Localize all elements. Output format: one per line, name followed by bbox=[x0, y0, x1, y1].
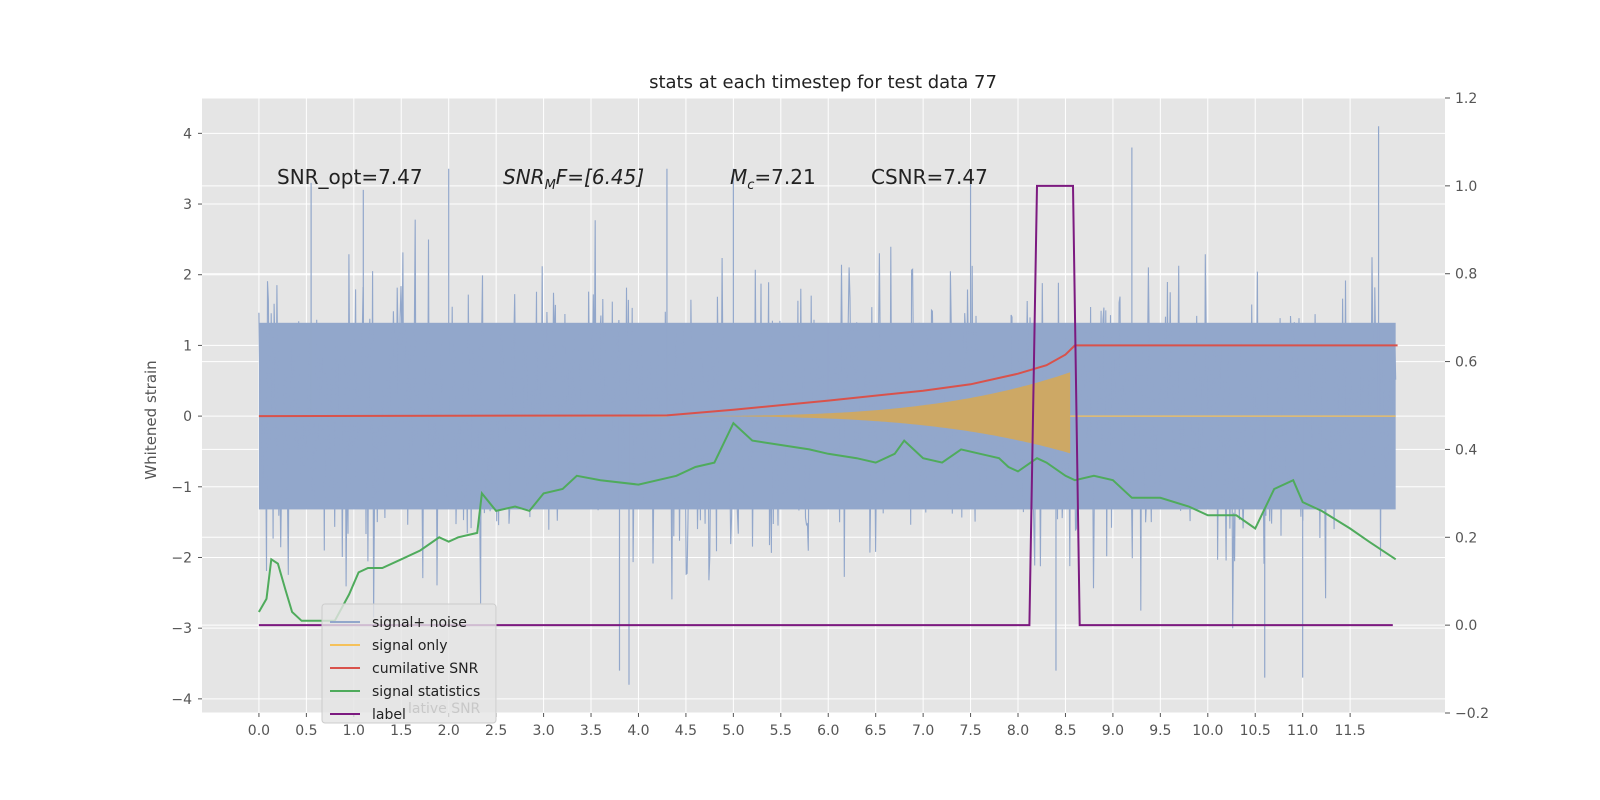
x-tick-label: 11.5 bbox=[1335, 723, 1366, 739]
legend-ghost-text: lative SNR bbox=[408, 701, 481, 717]
x-tick-label: 9.5 bbox=[1149, 723, 1171, 739]
snr-mf-rest: F=[6.45] bbox=[556, 165, 644, 189]
signal-only-envelope bbox=[666, 372, 1071, 454]
legend: lative SNR signal+ noise signal only cumil… bbox=[321, 603, 497, 724]
y2-tick-label: 1.2 bbox=[1455, 91, 1477, 107]
series-lines bbox=[258, 184, 1398, 627]
legend-label: signal only bbox=[372, 638, 447, 654]
x-tick-label: 2.5 bbox=[485, 723, 507, 739]
x-tick-label: 3.0 bbox=[532, 723, 554, 739]
mc-main: M bbox=[730, 165, 747, 189]
y-axis-label: Whitened strain bbox=[142, 360, 160, 479]
x-tick-label: 0.5 bbox=[295, 723, 317, 739]
x-tick-label: 10.0 bbox=[1192, 723, 1223, 739]
x-tick-label: 9.0 bbox=[1102, 723, 1124, 739]
y-tick-label: −3 bbox=[171, 621, 192, 637]
x-tick-label: 11.0 bbox=[1287, 723, 1318, 739]
x-tick-label: 1.0 bbox=[343, 723, 365, 739]
annotations: SNR_opt=7.47 SNRMF=[6.45] Mc=7.21 CSNR=7… bbox=[277, 165, 988, 193]
y2-tick-label: 0.4 bbox=[1455, 442, 1477, 458]
legend-entries: signal+ noise signal only cumilative SNR si… bbox=[330, 615, 480, 723]
y-tick-label: 0 bbox=[183, 409, 192, 425]
left-y-axis: 4 3 2 1 0 −1 −2 −3 −4 bbox=[171, 126, 202, 708]
legend-label: label bbox=[372, 707, 406, 723]
x-tick-label: 5.0 bbox=[722, 723, 744, 739]
noise-trace bbox=[258, 219, 1397, 629]
y-tick-label: 4 bbox=[183, 126, 192, 142]
snr-mf-main: SNR bbox=[503, 165, 545, 189]
y2-tick-label: 0.6 bbox=[1455, 355, 1477, 371]
chart-title: stats at each timestep for test data 77 bbox=[649, 72, 997, 93]
legend-label: signal+ noise bbox=[372, 615, 467, 631]
annotation-snr-mf: SNRMF=[6.45] bbox=[503, 165, 644, 193]
y-tick-label: 2 bbox=[183, 268, 192, 284]
right-y-axis: 1.2 1.0 0.8 0.6 0.4 0.2 0.0 −0.2 bbox=[1445, 91, 1489, 722]
x-tick-label: 4.5 bbox=[675, 723, 697, 739]
x-tick-label: 6.5 bbox=[865, 723, 887, 739]
x-tick-label: 4.0 bbox=[627, 723, 649, 739]
legend-box bbox=[321, 603, 497, 724]
series-label bbox=[258, 184, 1393, 627]
x-tick-label: 1.5 bbox=[390, 723, 412, 739]
x-tick-label: 7.0 bbox=[912, 723, 934, 739]
x-tick-label: 2.0 bbox=[438, 723, 460, 739]
x-tick-label: 7.5 bbox=[959, 723, 981, 739]
y2-tick-label: −0.2 bbox=[1455, 706, 1489, 722]
x-tick-label: 8.0 bbox=[1007, 723, 1029, 739]
mc-rest: =7.21 bbox=[754, 165, 815, 189]
y-tick-label: −1 bbox=[171, 480, 192, 496]
annotation-snr-opt: SNR_opt=7.47 bbox=[277, 165, 423, 189]
y2-tick-label: 0.2 bbox=[1455, 530, 1477, 546]
annotation-mc: Mc=7.21 bbox=[730, 165, 816, 193]
x-tick-label: 0.0 bbox=[248, 723, 270, 739]
x-tick-label: 5.5 bbox=[770, 723, 792, 739]
x-tick-label: 10.5 bbox=[1240, 723, 1271, 739]
legend-label: signal statistics bbox=[372, 684, 480, 700]
y-tick-label: 1 bbox=[183, 338, 192, 354]
y-tick-label: −4 bbox=[171, 692, 192, 708]
mc-subscript: c bbox=[747, 178, 754, 193]
x-axis: 0.0 0.5 1.0 1.5 2.0 2.5 3.0 3.5 4.0 4.5 5.0 5.5 6.0 6… bbox=[248, 713, 1366, 739]
series-cumilative-snr bbox=[258, 344, 1398, 418]
legend-label: cumilative SNR bbox=[372, 661, 479, 677]
x-tick-label: 3.5 bbox=[580, 723, 602, 739]
x-tick-label: 8.5 bbox=[1054, 723, 1076, 739]
y-tick-label: −2 bbox=[171, 550, 192, 566]
y2-tick-label: 1.0 bbox=[1455, 179, 1477, 195]
annotation-csnr: CSNR=7.47 bbox=[871, 165, 988, 189]
y2-tick-label: 0.8 bbox=[1455, 267, 1477, 283]
series-signal-statistics bbox=[258, 421, 1397, 622]
x-tick-label: 6.0 bbox=[817, 723, 839, 739]
y2-tick-label: 0.0 bbox=[1455, 618, 1477, 634]
y-tick-label: 3 bbox=[183, 197, 192, 213]
snr-mf-subscript: M bbox=[545, 178, 556, 193]
